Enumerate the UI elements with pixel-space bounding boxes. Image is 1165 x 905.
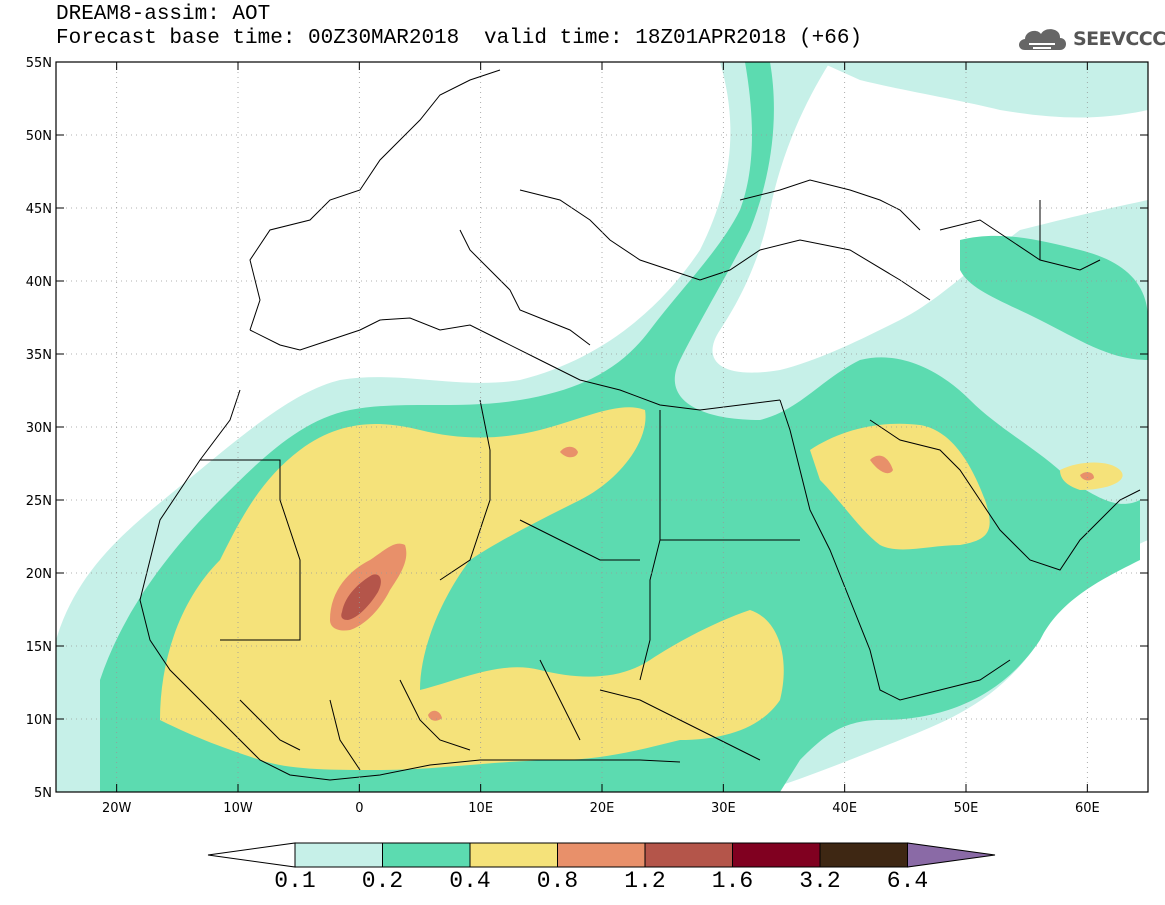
colorbar-segment (469, 842, 558, 868)
aot-level-5 (341, 574, 381, 620)
colorbar-segment (819, 842, 908, 868)
colorbar-segment (557, 842, 646, 868)
colorbar-segment (644, 842, 733, 868)
colorbar-label: 0.4 (449, 868, 491, 894)
colorbar-label: 3.2 (799, 868, 841, 894)
lat-tick-label: 10N (26, 713, 52, 728)
map-title: DREAM8-assim: AOT (56, 3, 271, 26)
lon-tick-label: 60E (1075, 801, 1100, 816)
colorbar-segment (382, 842, 471, 868)
aot-level-3 (160, 407, 1123, 770)
lat-tick-label: 40N (26, 275, 52, 290)
colorbar-left-arrow (207, 842, 296, 868)
lon-tick-label: 30E (711, 801, 736, 816)
lon-tick-label: 10E (468, 801, 493, 816)
colorbar-label: 6.4 (886, 868, 929, 894)
axis-ticks (56, 61, 1148, 793)
colorbar-segment (294, 842, 383, 868)
colorbar (207, 842, 996, 868)
lat-tick-label: 25N (26, 494, 52, 509)
lat-tick-label: 45N (26, 202, 52, 217)
lon-tick-label: 20E (590, 801, 615, 816)
colorbar-segment (732, 842, 821, 868)
lon-tick-label: 50E (954, 801, 979, 816)
colorbar-label: 1.6 (711, 868, 754, 894)
lat-tick-label: 55N (26, 56, 52, 71)
lat-tick-label: 15N (26, 640, 52, 655)
lat-tick-label: 30N (26, 421, 52, 436)
cloud-icon (1019, 29, 1066, 50)
seevccc-logo: SEEVCCC (1015, 22, 1165, 58)
lon-tick-label: 0 (355, 801, 363, 816)
lon-tick-label: 20W (102, 801, 132, 816)
colorbar-right-arrow (907, 842, 996, 868)
forecast-base-time: Forecast base time: 00Z30MAR2018 (56, 27, 460, 50)
valid-time: valid time: 18Z01APR2018 (+66) (484, 27, 863, 50)
lat-tick-label: 50N (26, 129, 52, 144)
logo-text: SEEVCCC (1073, 28, 1165, 50)
colorbar-label: 1.2 (624, 868, 666, 894)
colorbar-label: 0.2 (361, 868, 404, 894)
lat-tick-label: 35N (26, 348, 52, 363)
colorbar-label: 0.1 (274, 868, 316, 894)
lon-tick-label: 40E (832, 801, 857, 816)
axis-tick-labels: 55N 50N 45N 40N 35N 30N 25N 20N 15N 10N 5N 20W 10W 0 1… (26, 56, 1100, 816)
coastlines (139, 69, 1141, 781)
lat-tick-label: 20N (26, 567, 52, 582)
lat-tick-label: 5N (34, 786, 52, 801)
colorbar-label: 0.8 (536, 868, 579, 894)
graticule (56, 62, 1148, 792)
lon-tick-label: 10W (223, 801, 253, 816)
